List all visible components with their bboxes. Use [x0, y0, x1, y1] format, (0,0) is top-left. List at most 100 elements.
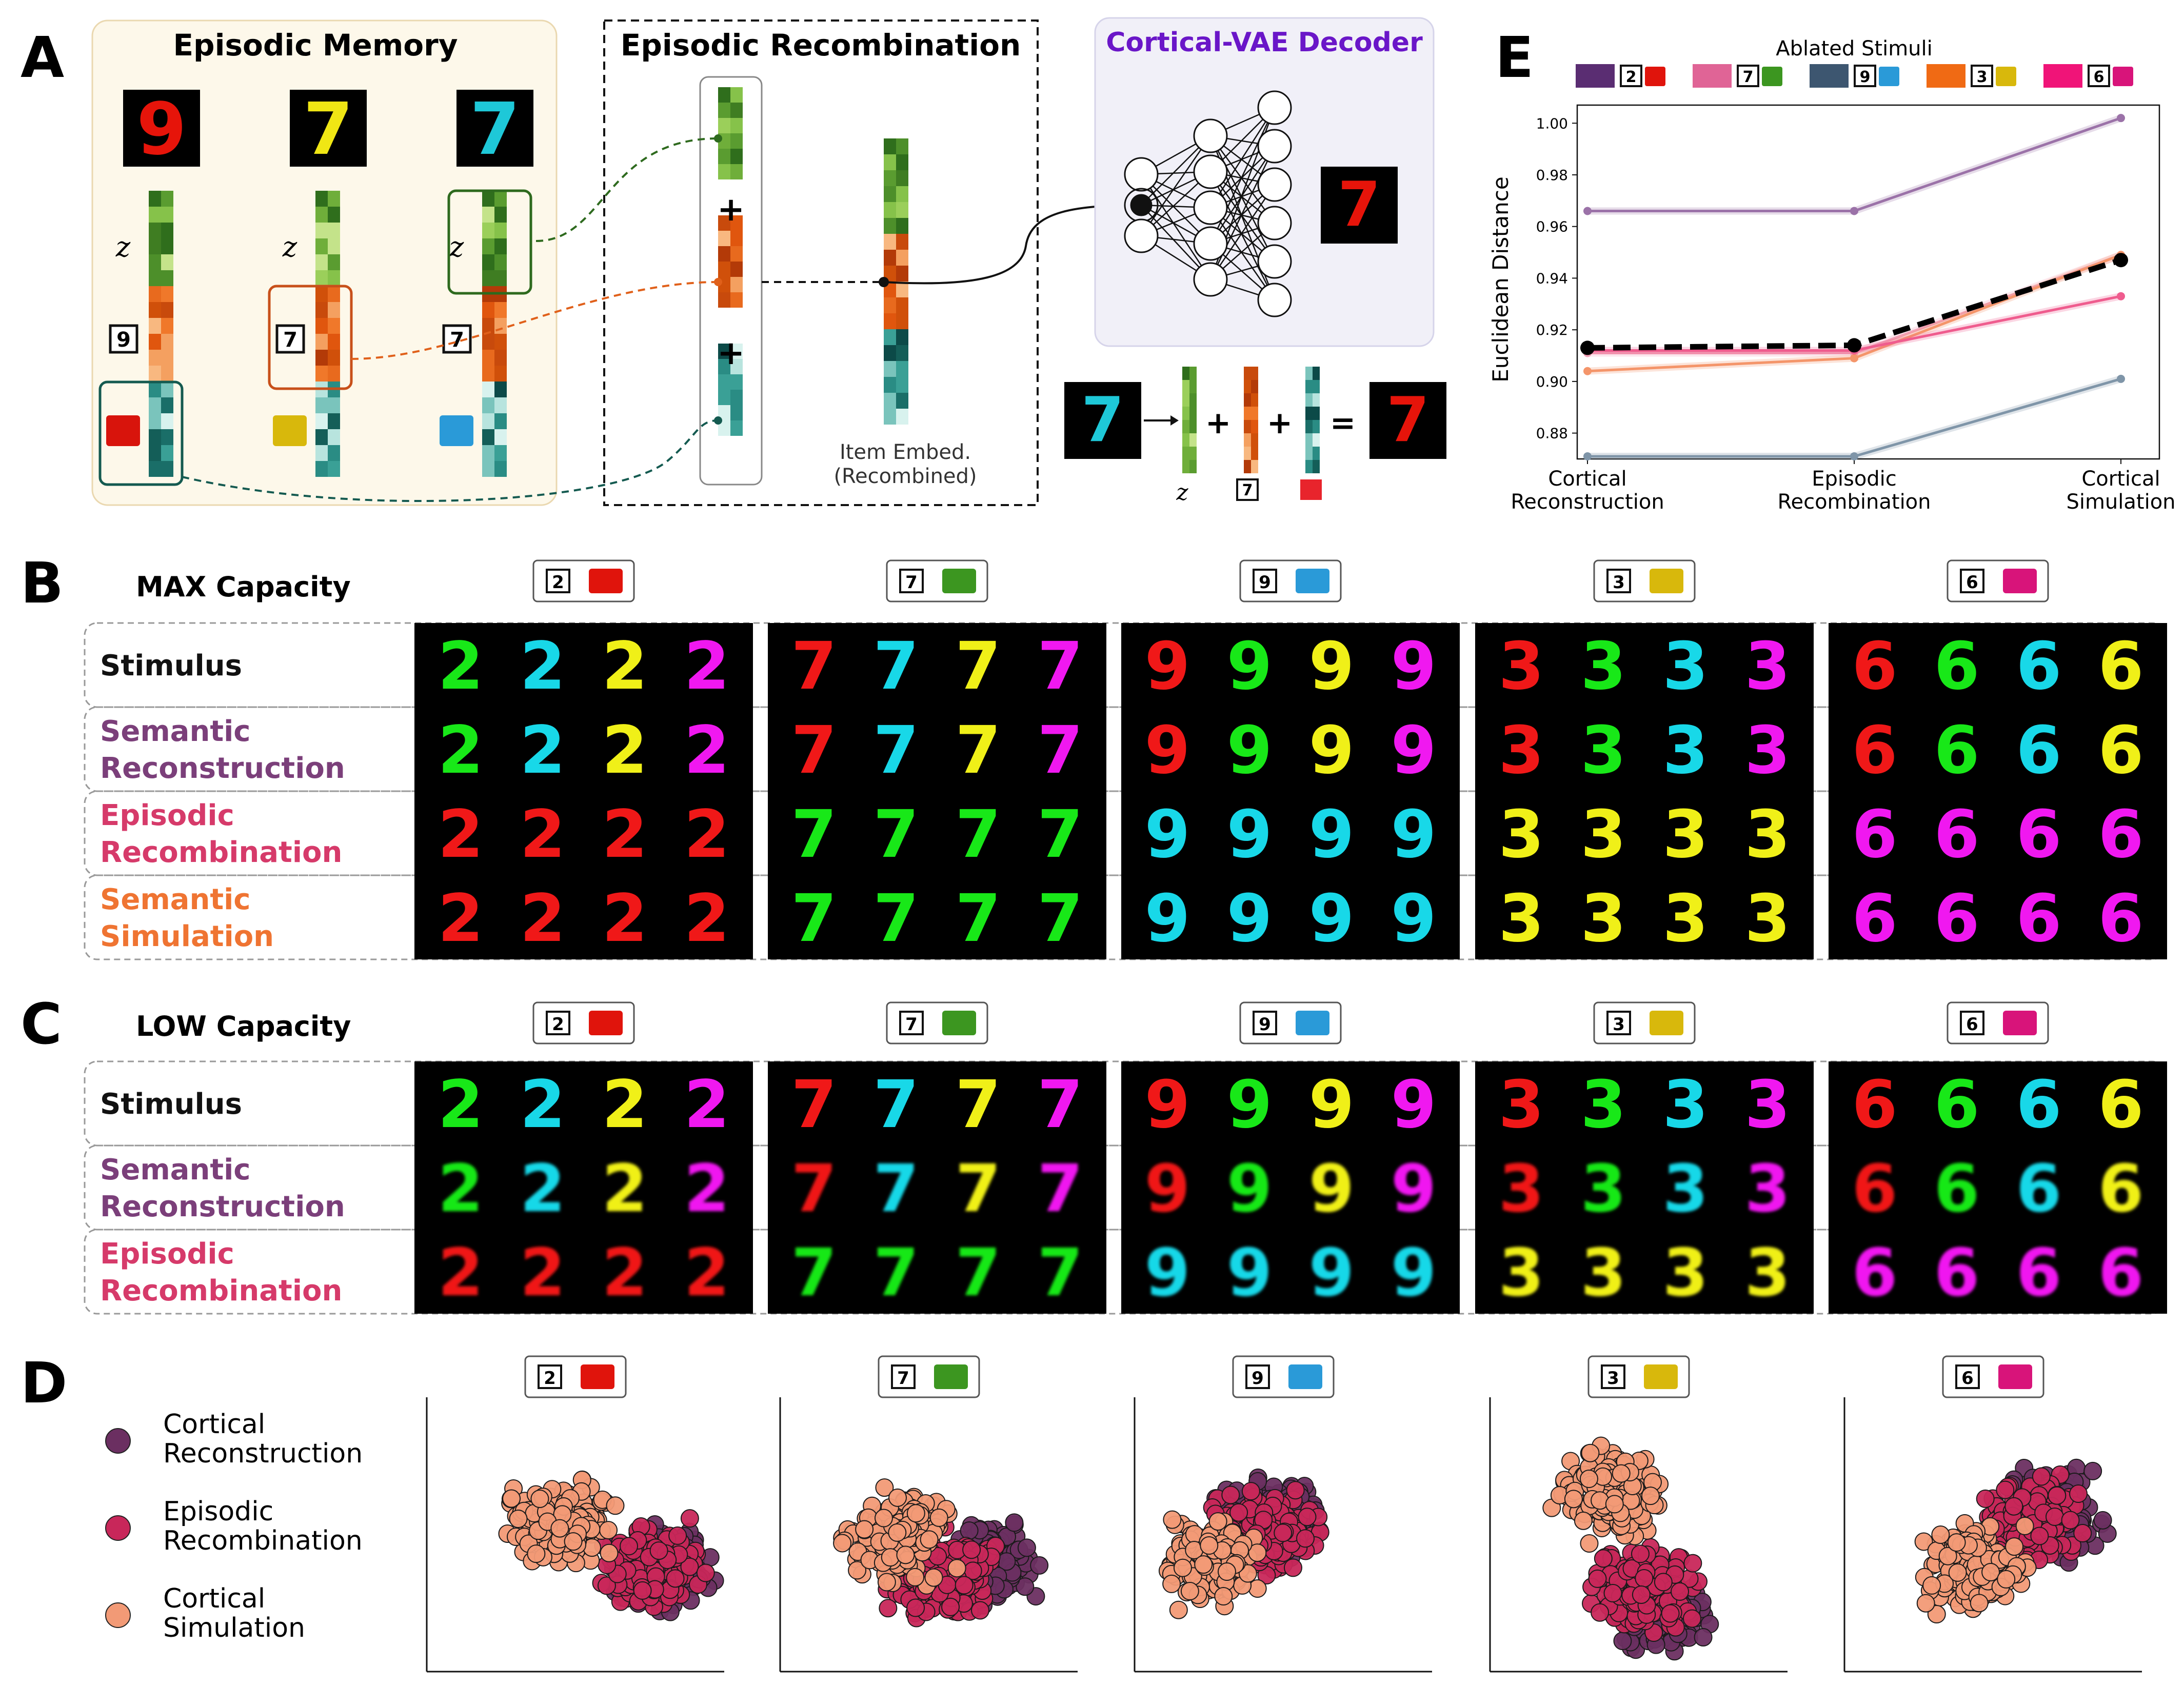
vector-cell [718, 87, 730, 103]
scatter-point [1580, 1534, 1599, 1553]
scatter-point [2061, 1511, 2080, 1530]
sample-digit: 2 [438, 1235, 484, 1311]
vector-cell [161, 445, 173, 461]
scatter-point [962, 1540, 981, 1559]
vector-cell [149, 254, 161, 270]
digit-tag: 9 [109, 324, 138, 354]
scatter-point [1169, 1600, 1188, 1619]
sample-digit: 3 [1745, 1235, 1791, 1311]
plus-sign: + [1205, 405, 1231, 441]
sample-digit: 2 [602, 880, 648, 957]
color-chip [942, 569, 976, 593]
legend-marker [105, 1515, 131, 1541]
sample-digit: 6 [2098, 1067, 2144, 1143]
vector-cell [149, 445, 161, 461]
scatter-point [1694, 1628, 1713, 1646]
equation-input-image: 7 [1064, 382, 1141, 459]
sample-digit: 2 [684, 1235, 730, 1311]
digit-tag-label: 7 [1743, 68, 1754, 86]
sample-digit: 2 [520, 628, 566, 705]
condition-header: 6 [1947, 1001, 2049, 1045]
y-axis-label: Euclidean Distance [1488, 176, 1513, 382]
sample-digit: 7 [791, 1235, 837, 1311]
vector-cell [1182, 460, 1189, 473]
digit-tag-label: 7 [283, 328, 297, 352]
condition-header: 7 [886, 559, 988, 602]
sample-digit: 2 [684, 628, 730, 705]
scatter-point [680, 1557, 699, 1576]
digit-tag-box [1236, 478, 1259, 501]
data-point [1583, 452, 1592, 460]
decoder-title: Cortical-VAE Decoder [1106, 27, 1423, 58]
row-label-text: Simulation [100, 920, 274, 953]
vector-cell [482, 207, 494, 223]
legend-item: 6 [2043, 64, 2133, 88]
y-tick-label: 0.94 [1536, 270, 1568, 287]
color-segment [149, 381, 173, 477]
scatter-plot: 3 [1489, 1355, 1788, 1673]
digit-tag-box [1606, 1011, 1631, 1035]
vector-cell [896, 186, 908, 202]
scatter-point [550, 1519, 569, 1538]
condition-header: 3 [1593, 1001, 1696, 1045]
scatter-point [1574, 1511, 1593, 1530]
sample-digit: 9 [1391, 1067, 1437, 1143]
sample-digit: 6 [1852, 880, 1898, 957]
row-label-text: Recombination [100, 836, 342, 869]
condition-header: 6 [1942, 1355, 2044, 1398]
scatter-point [606, 1496, 625, 1515]
low-capacity-grid: 2 7 9 3 6StimulusSemanticReconstructionEpiso… [84, 1001, 2167, 1315]
color-chip [1288, 1364, 1322, 1389]
vector-cell [149, 191, 161, 207]
vector-cell [718, 374, 730, 390]
sample-digit: 2 [602, 712, 648, 789]
network-node [1257, 244, 1292, 279]
sample-digit: 6 [1852, 1235, 1898, 1311]
y-tick-label: 1.00 [1536, 115, 1568, 132]
row-label-text: Reconstruction [100, 1190, 345, 1223]
sample-digit: 9 [1309, 712, 1355, 789]
vector-cell [1305, 393, 1313, 407]
scatter-point [2030, 1527, 2049, 1545]
vector-cell [494, 413, 507, 429]
vector-cell [315, 270, 328, 286]
network-node [1257, 90, 1292, 125]
digit-tag-box [1960, 569, 1984, 593]
neural-network-icon [1124, 90, 1292, 317]
vector-cell [161, 270, 173, 286]
vector-cell [730, 277, 743, 292]
vector-cell [896, 234, 908, 250]
row-label-text: Reconstruction [100, 752, 345, 785]
vector-cell [1182, 367, 1189, 380]
vector-cell [884, 138, 896, 154]
vector-cell [494, 397, 507, 413]
network-edge [1209, 135, 1276, 224]
color-chip [1650, 1011, 1683, 1035]
scatter-point [620, 1537, 639, 1556]
vector-cell [896, 282, 908, 297]
sample-digit: 7 [791, 1067, 837, 1143]
sample-block-background [1475, 623, 1814, 959]
color-chip [589, 569, 623, 593]
digit-tag-label: 2 [552, 1014, 564, 1035]
sample-block: 3 3 3 33 3 3 33 3 3 3 [1475, 1061, 1814, 1314]
item-embed-label: Item Embed. [840, 440, 971, 464]
vector-cell [149, 318, 161, 334]
sample-digit: 6 [2098, 1151, 2144, 1227]
vector-cell [730, 359, 743, 374]
episodic-recombination-title: Episodic Recombination [621, 28, 1021, 63]
vector-cell [161, 381, 173, 397]
digit-tag-box [1253, 1011, 1277, 1035]
highlight-digit-box [268, 285, 353, 390]
sample-digit: 9 [1227, 628, 1273, 705]
sample-digit: 7 [1038, 628, 1083, 705]
sample-digit: 9 [1391, 880, 1437, 957]
digit-tag-box [1253, 569, 1277, 593]
digit-image-background [1064, 382, 1141, 459]
sample-block-background [1829, 623, 2167, 959]
sample-digit: 6 [2098, 880, 2144, 957]
sample-digit: 9 [1145, 880, 1190, 957]
vector-cell [896, 250, 908, 266]
scatter-point [649, 1541, 668, 1560]
